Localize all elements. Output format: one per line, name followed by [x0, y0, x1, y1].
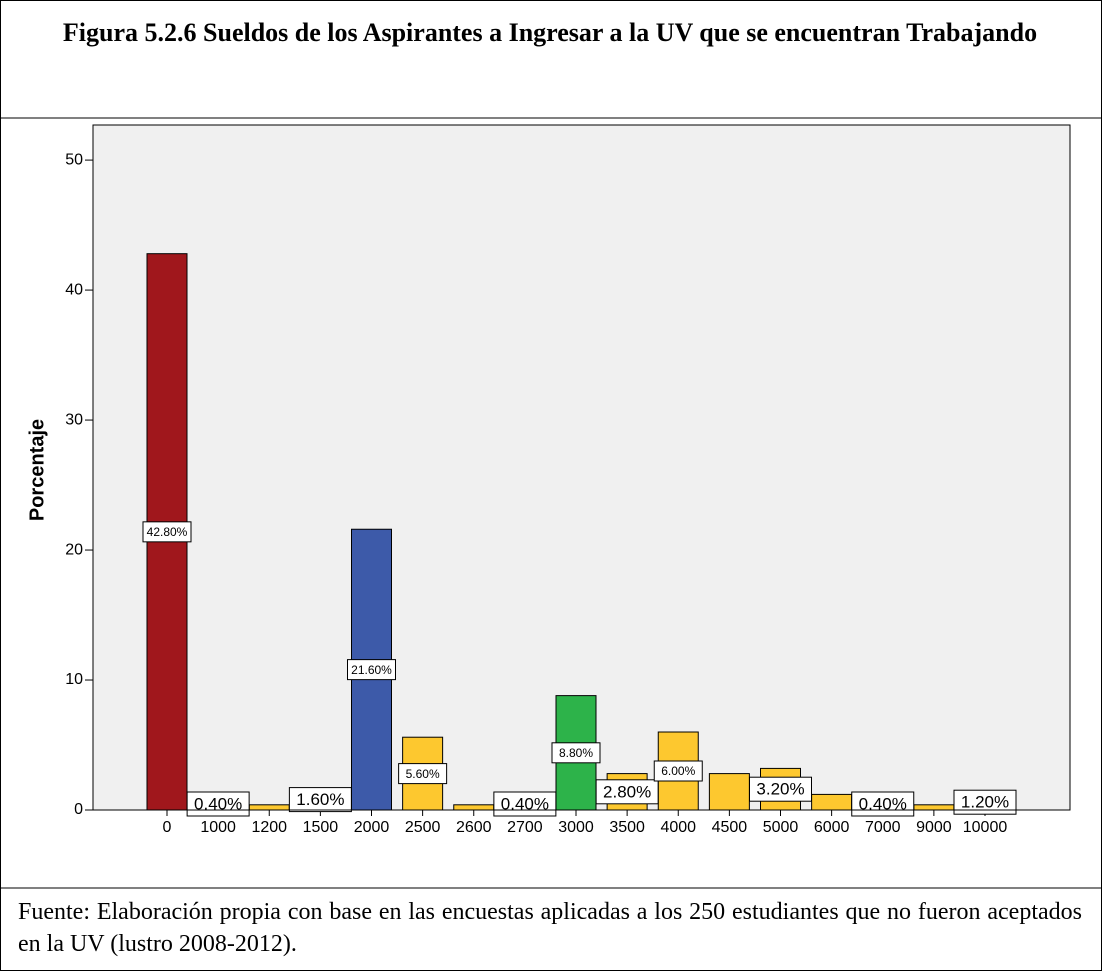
y-tick-label: 0	[74, 801, 83, 818]
value-label: 21.60%	[351, 663, 392, 677]
x-tick-label: 1500	[303, 819, 339, 836]
value-label: 1.20%	[961, 793, 1009, 812]
value-label: 5.60%	[406, 767, 440, 781]
bar	[708, 773, 750, 811]
value-label-box	[347, 659, 396, 681]
x-tick-label: 2600	[456, 819, 492, 836]
x-tick-label: 2700	[507, 819, 543, 836]
y-tick-label: 40	[65, 281, 83, 298]
x-tick-label: 3000	[558, 819, 594, 836]
value-label: 1.60%	[296, 790, 344, 809]
y-tick-label: 10	[65, 671, 83, 688]
bar	[248, 804, 290, 811]
value-label: 0.40%	[859, 794, 907, 813]
value-label: 42.80%	[147, 525, 188, 539]
x-tick-label: 1200	[251, 819, 287, 836]
bar	[811, 793, 853, 811]
bar	[453, 804, 495, 811]
x-tick-label: 2000	[354, 819, 390, 836]
chart-title: Figura 5.2.6 Sueldos de los Aspirantes a…	[62, 18, 1038, 47]
value-label-box	[142, 521, 192, 543]
value-label: 8.80%	[559, 746, 593, 760]
x-tick-label: 7000	[865, 819, 901, 836]
value-label-box	[186, 791, 250, 817]
source-note: Fuente: Elaboración propia con base en l…	[18, 899, 1082, 957]
value-label: 2.80%	[603, 782, 651, 801]
x-tick-label: 9000	[916, 819, 952, 836]
value-label-box	[551, 742, 601, 764]
x-tick-label: 3500	[609, 819, 645, 836]
x-tick-label: 2500	[405, 819, 441, 836]
value-label-box	[851, 791, 915, 817]
value-label-box	[749, 776, 812, 802]
x-tick-label: 4000	[660, 819, 696, 836]
x-tick-label: 10000	[963, 819, 1008, 836]
x-tick-label: 4500	[712, 819, 748, 836]
value-label-box	[493, 791, 557, 817]
y-tick-label: 20	[65, 541, 83, 558]
value-label-box	[288, 787, 352, 813]
value-label: 3.20%	[756, 780, 804, 799]
value-label: 0.40%	[194, 794, 242, 813]
x-tick-label: 5000	[763, 819, 799, 836]
value-label: 6.00%	[661, 764, 695, 778]
value-label-box	[595, 779, 659, 805]
bar	[913, 804, 955, 811]
y-axis-label: Porcentaje	[26, 419, 48, 521]
x-tick-label: 0	[163, 819, 172, 836]
y-tick-label: 50	[65, 151, 83, 168]
x-tick-label: 6000	[814, 819, 850, 836]
x-tick-label: 1000	[200, 819, 236, 836]
value-label-box	[653, 760, 703, 782]
value-label-box	[398, 763, 448, 785]
y-tick-label: 30	[65, 411, 83, 428]
value-label: 0.40%	[501, 794, 549, 813]
